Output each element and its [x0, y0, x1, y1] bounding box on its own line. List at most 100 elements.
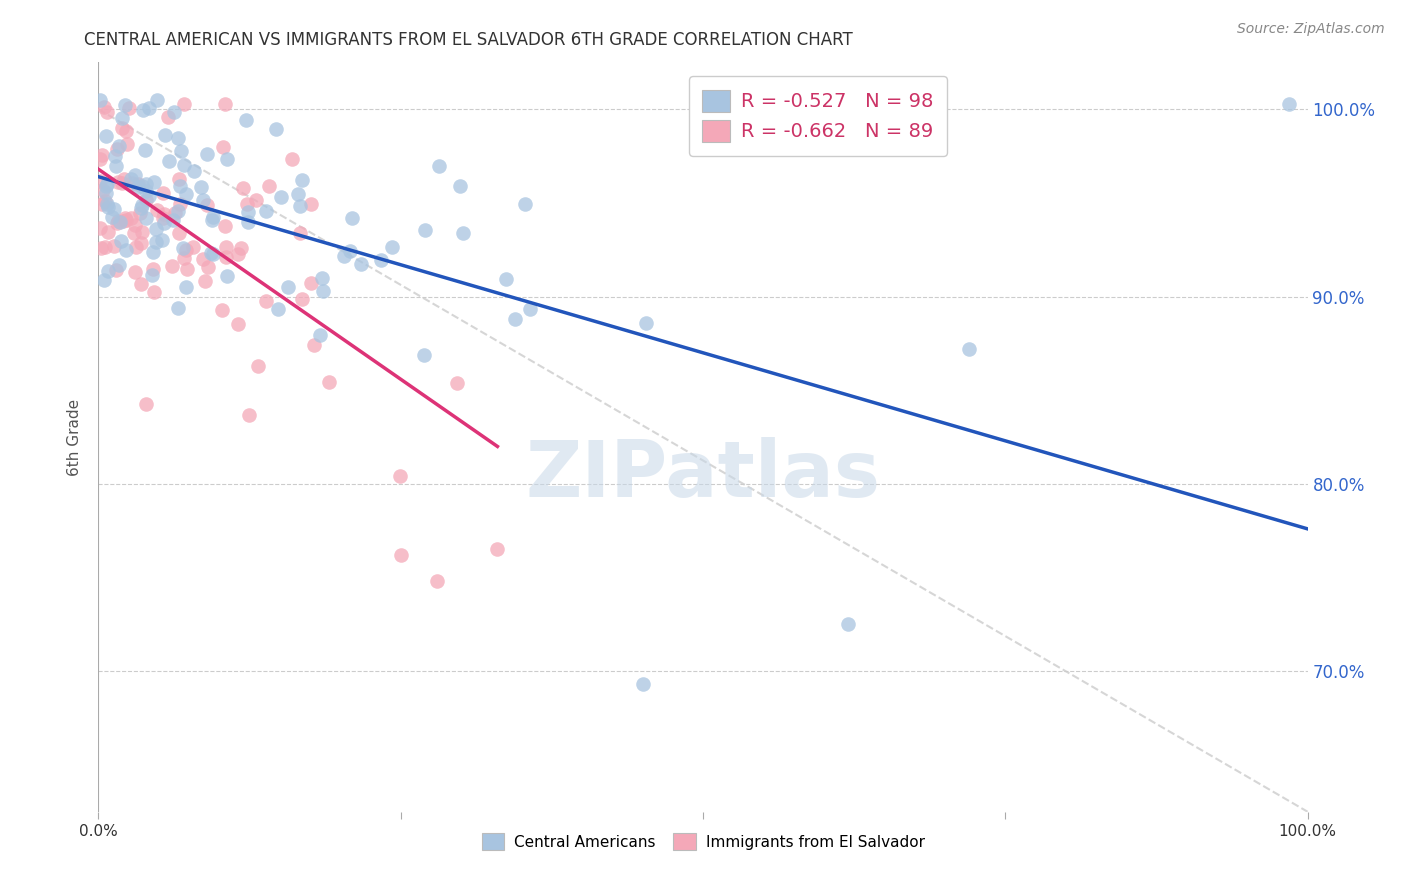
Point [264, 122, 287, 136]
Point [453, 226, 475, 240]
Point [256, 293, 278, 308]
Point [108, 258, 131, 272]
Point [389, 468, 412, 483]
Point [128, 206, 150, 220]
Point [124, 218, 146, 232]
Point [299, 197, 322, 211]
Point [217, 152, 239, 166]
Point [446, 376, 468, 390]
Point [97, 225, 120, 239]
Point [120, 211, 142, 225]
Point [111, 176, 134, 190]
Point [195, 147, 218, 161]
Point [162, 213, 184, 227]
Point [138, 188, 160, 202]
Point [156, 110, 179, 124]
Point [96, 105, 118, 120]
Point [145, 203, 167, 218]
Point [142, 261, 165, 276]
Point [100, 210, 122, 224]
Point [957, 342, 980, 356]
Point [153, 207, 176, 221]
Point [125, 240, 148, 254]
Point [236, 205, 259, 219]
Point [169, 178, 191, 193]
Point [107, 138, 129, 153]
Point [412, 348, 434, 362]
Point [141, 268, 163, 282]
Point [350, 257, 373, 271]
Point [214, 219, 236, 234]
Point [115, 136, 138, 151]
Point [427, 159, 450, 173]
Point [167, 301, 190, 315]
Point [105, 263, 128, 277]
Point [226, 317, 249, 331]
Point [135, 194, 157, 208]
Point [277, 279, 299, 293]
Point [96, 128, 118, 143]
Point [105, 142, 128, 156]
Text: ZIPatlas: ZIPatlas [526, 436, 880, 513]
Point [217, 269, 239, 284]
Point [215, 240, 238, 254]
Point [311, 270, 333, 285]
Point [173, 96, 195, 111]
Point [157, 154, 180, 169]
Point [153, 216, 176, 230]
Point [120, 172, 142, 186]
Point [103, 202, 125, 216]
Point [143, 285, 166, 299]
Point [107, 213, 129, 227]
Point [254, 203, 277, 218]
Point [135, 211, 157, 225]
Point [104, 149, 127, 163]
Point [340, 211, 363, 226]
Point [145, 235, 167, 249]
Point [236, 197, 259, 211]
Point [105, 216, 128, 230]
Point [112, 172, 135, 186]
Point [93, 273, 115, 287]
Point [290, 226, 312, 240]
Point [122, 227, 145, 241]
Point [181, 239, 204, 253]
Point [333, 249, 356, 263]
Point [112, 214, 135, 228]
Text: CENTRAL AMERICAN VS IMMIGRANTS FROM EL SALVADOR 6TH GRADE CORRELATION CHART: CENTRAL AMERICAN VS IMMIGRANTS FROM EL S… [84, 31, 853, 49]
Point [153, 128, 176, 143]
Point [173, 252, 195, 266]
Point [96, 197, 118, 211]
Point [176, 261, 198, 276]
Point [152, 186, 174, 200]
Point [93, 240, 115, 254]
Point [170, 144, 193, 158]
Point [519, 301, 541, 316]
Point [503, 312, 526, 326]
Point [111, 111, 134, 125]
Point [121, 176, 143, 190]
Y-axis label: 6th Grade: 6th Grade [67, 399, 83, 475]
Point [124, 169, 146, 183]
Point [131, 103, 153, 117]
Point [114, 123, 136, 137]
Point [89, 221, 111, 235]
Point [115, 213, 138, 227]
Point [299, 276, 322, 290]
Point [135, 184, 157, 198]
Point [166, 130, 188, 145]
Point [110, 235, 132, 249]
Point [173, 158, 195, 172]
Point [226, 247, 249, 261]
Point [118, 101, 141, 115]
Point [190, 179, 212, 194]
Point [131, 178, 153, 193]
Point [235, 112, 257, 127]
Point [111, 120, 134, 135]
Point [291, 292, 314, 306]
Point [134, 143, 156, 157]
Point [318, 375, 340, 389]
Point [142, 244, 165, 259]
Point [413, 223, 436, 237]
Point [211, 303, 233, 318]
